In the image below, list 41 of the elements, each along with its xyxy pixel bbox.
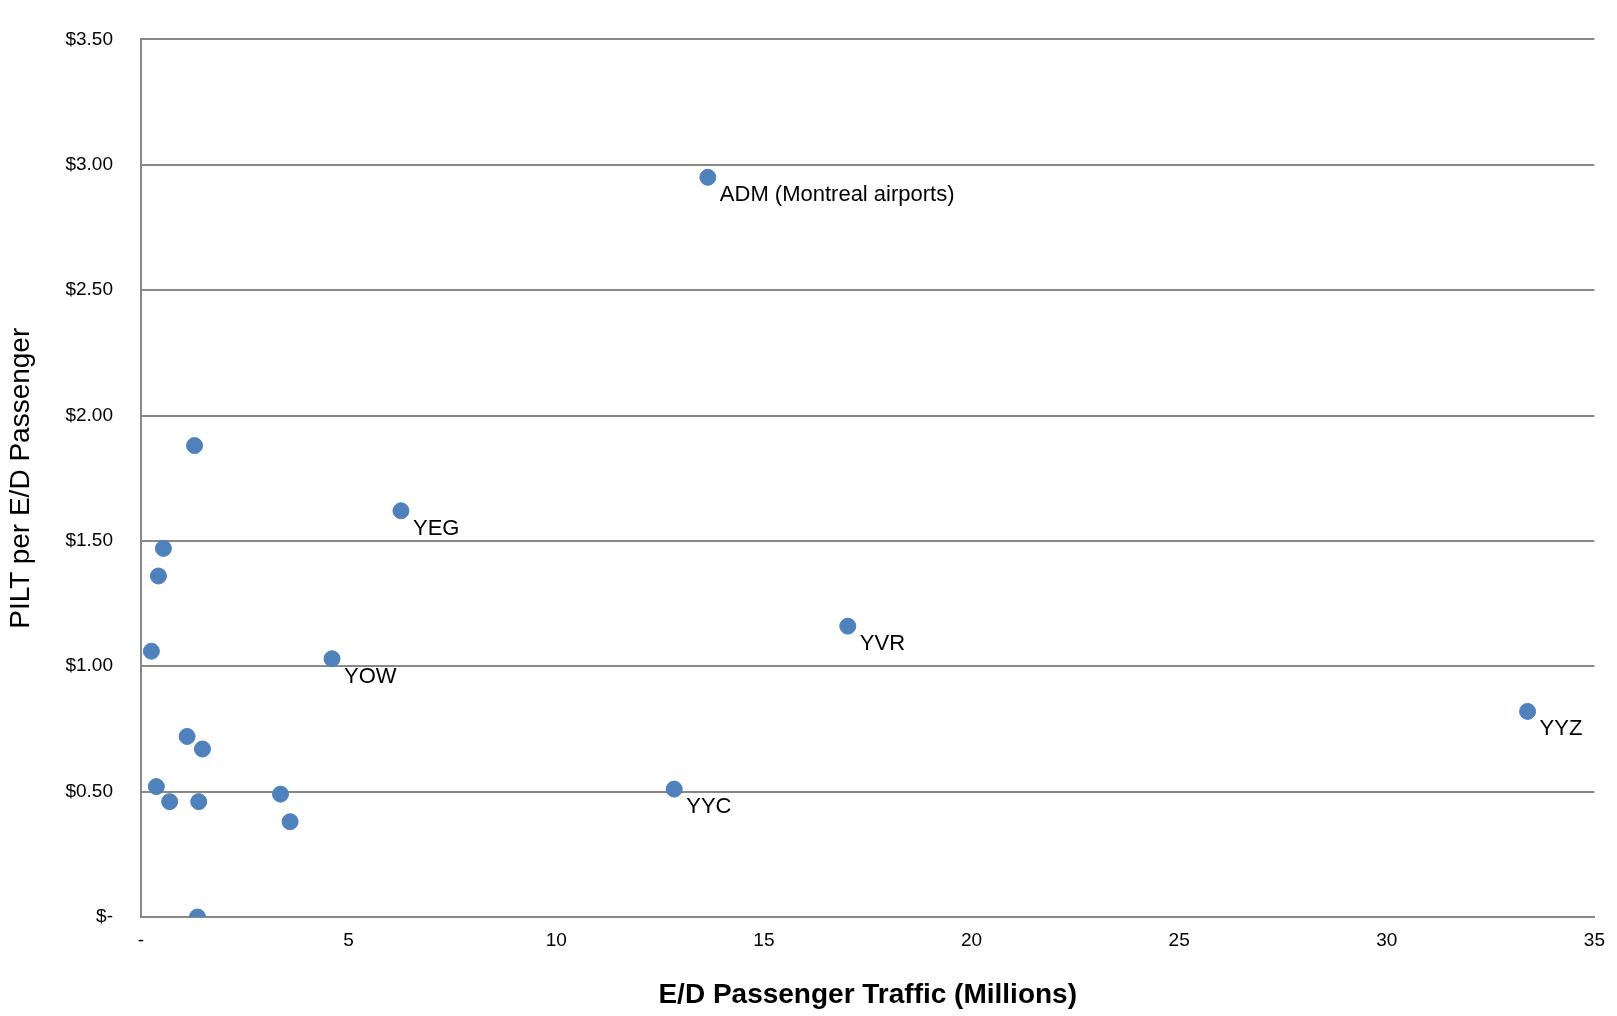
y-tick-label: $1.50 [65, 529, 113, 551]
point [149, 567, 167, 585]
x-tick-label: 15 [753, 928, 775, 950]
annotation: ADM (Montreal airports) [719, 181, 955, 207]
point [193, 740, 211, 758]
point [272, 785, 290, 803]
y-tick-label: $2.00 [65, 403, 113, 425]
point [281, 813, 299, 831]
point [665, 780, 683, 798]
x-tick-label: 5 [343, 928, 354, 950]
point [186, 437, 204, 455]
x-tick-label: 25 [1168, 928, 1190, 950]
x-axis-title: E/D Passenger Traffic (Millions) [658, 977, 1077, 1009]
point [392, 502, 410, 520]
y-tick-label: $2.50 [65, 278, 113, 300]
point [190, 793, 208, 811]
point [154, 539, 172, 557]
annotation: YYZ [1539, 715, 1583, 741]
point [147, 778, 165, 796]
x-tick-label: 20 [960, 928, 983, 950]
point [142, 642, 160, 660]
y-tick-label: $1.00 [65, 654, 113, 676]
y-tick-label: $3.00 [65, 153, 113, 175]
point [323, 650, 341, 668]
y-tick-label: $3.50 [65, 27, 113, 49]
x-tick-label: - [137, 928, 145, 950]
annotation: YOW [344, 662, 397, 688]
point [161, 793, 179, 811]
annotation: YEG [412, 514, 460, 540]
point [839, 617, 857, 635]
y-axis-title: PILT per E/D Passenger [3, 327, 35, 629]
x-tick-label: 30 [1376, 928, 1398, 950]
annotation: YYC [686, 793, 732, 819]
y-tick-label: $- [96, 905, 113, 927]
y-tick-label: $0.50 [65, 779, 113, 801]
point [1519, 702, 1537, 720]
x-tick-label: 10 [545, 928, 567, 950]
point [699, 168, 717, 186]
point [178, 727, 196, 745]
annotation: YVR [859, 630, 906, 656]
x-tick-label: 35 [1583, 928, 1605, 950]
